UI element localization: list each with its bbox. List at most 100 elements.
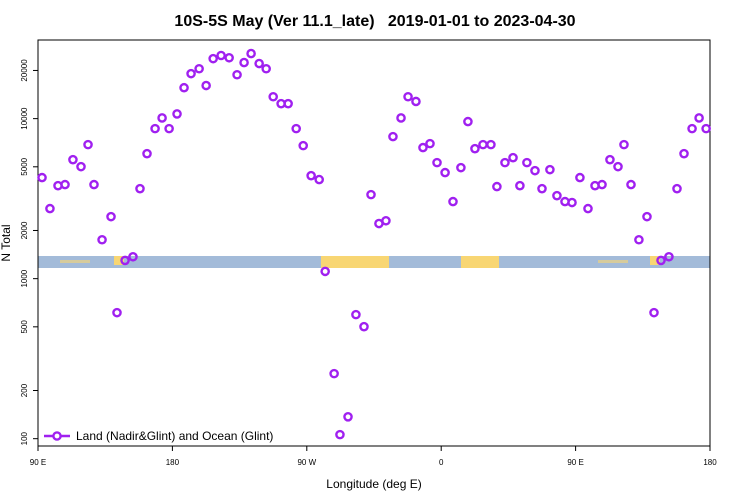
point <box>45 203 55 214</box>
point <box>656 255 666 266</box>
land-island <box>650 256 660 265</box>
point <box>298 140 309 151</box>
point <box>649 307 659 318</box>
point <box>320 266 330 277</box>
plot-frame <box>37 39 711 447</box>
point <box>456 162 466 173</box>
legend-label: Land (Nadir&Glint) and Ocean (Glint) <box>76 429 273 443</box>
point <box>164 123 174 134</box>
point <box>157 113 167 123</box>
y-tick-label: 200 <box>20 383 29 397</box>
point <box>508 152 518 163</box>
point <box>463 116 473 127</box>
point <box>216 50 226 61</box>
y-tick-label: 1000 <box>20 269 29 287</box>
point <box>172 109 182 119</box>
chart-title: 10S-5S May (Ver 11.1_late) 2019-01-01 to… <box>174 13 575 30</box>
point <box>597 179 607 190</box>
land-island <box>60 260 90 263</box>
point <box>500 157 510 168</box>
y-tick-label: 100 <box>20 431 29 445</box>
y-tick-label: 10000 <box>20 107 29 130</box>
point <box>672 183 682 194</box>
point <box>83 139 93 150</box>
point <box>552 190 562 201</box>
point <box>679 148 689 159</box>
point <box>306 170 316 181</box>
point <box>314 174 324 185</box>
point <box>208 53 218 64</box>
y-tick-label: 500 <box>20 320 29 334</box>
point <box>537 183 547 194</box>
point <box>60 179 70 190</box>
point <box>486 139 496 150</box>
point <box>201 80 211 91</box>
point <box>246 48 256 59</box>
point <box>97 234 107 245</box>
x-tick-label: 90 E <box>567 458 583 467</box>
point <box>150 123 160 134</box>
point <box>359 321 369 332</box>
point <box>515 180 525 191</box>
point <box>396 113 406 123</box>
x-tick-label: 180 <box>166 458 180 467</box>
land-island <box>114 256 124 265</box>
point <box>224 52 234 63</box>
point <box>619 139 629 150</box>
point <box>567 197 577 208</box>
point <box>448 196 458 207</box>
point <box>128 251 138 262</box>
point <box>411 96 421 107</box>
point <box>239 57 249 68</box>
point <box>343 411 353 422</box>
point <box>583 203 593 214</box>
point <box>634 234 644 245</box>
point <box>106 211 116 222</box>
point <box>366 189 376 200</box>
point <box>351 309 361 320</box>
y-axis-label: N Total <box>0 224 13 261</box>
point <box>545 164 555 175</box>
point <box>37 172 47 183</box>
point <box>613 161 623 172</box>
point <box>492 181 502 192</box>
point <box>135 183 145 194</box>
point <box>530 165 540 176</box>
point <box>664 251 674 262</box>
point <box>89 179 99 190</box>
point <box>522 157 532 168</box>
point <box>575 172 585 183</box>
y-tick-label: 2000 <box>20 221 29 239</box>
point <box>68 154 78 165</box>
point <box>194 63 204 74</box>
point <box>432 157 442 168</box>
x-tick-label: 0 <box>439 458 444 467</box>
point <box>425 138 435 149</box>
point <box>142 148 152 159</box>
point <box>335 429 345 440</box>
point <box>694 113 704 123</box>
point <box>687 123 697 134</box>
land-america <box>321 256 389 268</box>
point <box>470 143 480 154</box>
point <box>232 69 242 80</box>
point <box>642 211 652 222</box>
point <box>254 58 264 69</box>
land-africa <box>461 256 499 268</box>
point <box>291 123 301 134</box>
point <box>283 98 293 109</box>
y-tick-label: 20000 <box>20 59 29 82</box>
point <box>418 142 428 153</box>
point <box>112 307 122 318</box>
point <box>381 215 391 226</box>
point <box>605 154 615 165</box>
x-axis-label: Longitude (deg E) <box>326 477 421 491</box>
land-island <box>598 260 628 263</box>
x-tick-label: 90 W <box>297 458 316 467</box>
point <box>120 255 130 266</box>
point <box>329 368 339 379</box>
map-strip <box>38 256 710 268</box>
